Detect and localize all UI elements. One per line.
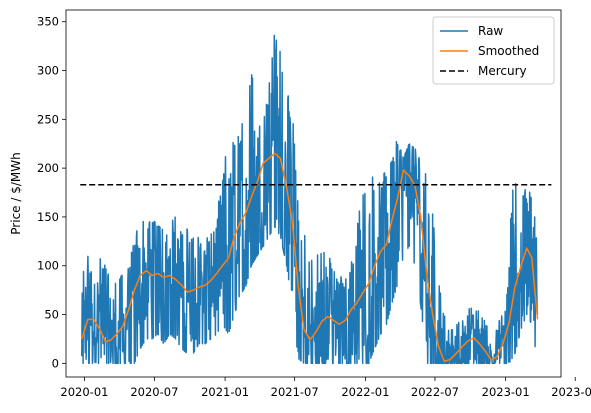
series-layer [80,34,552,365]
x-tick-label: 2020-01 [60,385,108,399]
legend-label-mercury: Mercury [478,64,527,78]
y-tick-label: 300 [37,64,59,78]
legend-label-smoothed: Smoothed [478,44,539,58]
x-tick-label: 2022-01 [341,385,389,399]
x-tick-label: 2021-01 [201,385,249,399]
plot-area [80,34,552,365]
x-axis: 2020-01 2020-07 2021-01 2021-07 2022-01 2022-… [60,377,591,399]
y-tick-label: 50 [44,308,59,322]
x-tick-label: 2023-01 [482,385,530,399]
axes-frame [65,9,562,378]
y-tick-label: 250 [37,112,59,126]
x-tick-label: 2022-07 [411,385,459,399]
y-tick-label: 150 [37,210,59,224]
y-axis: 0 50 100 150 200 250 300 350 [37,15,66,370]
legend-box [432,16,555,85]
x-tick-label: 2021-07 [271,385,319,399]
y-tick-label: 100 [37,259,59,273]
legend-label-raw: Raw [478,24,503,38]
y-tick-label: 200 [37,161,59,175]
y-tick-label: 350 [37,15,59,29]
x-tick-label: 2020-07 [130,385,178,399]
y-tick-label: 0 [52,356,59,370]
y-axis-label: Price / $/MWh [9,152,23,234]
series-smoothed-line [81,152,539,363]
x-tick-label: 2023-07 [551,385,591,399]
legend: Raw Smoothed Mercury [432,16,555,85]
series-raw-line [81,34,539,365]
